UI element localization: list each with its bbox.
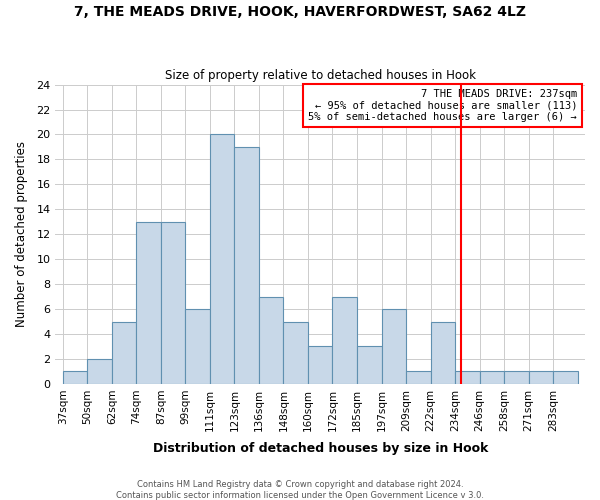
- Y-axis label: Number of detached properties: Number of detached properties: [15, 141, 28, 327]
- Bar: [332, 296, 357, 384]
- Bar: [455, 372, 479, 384]
- Bar: [382, 309, 406, 384]
- Bar: [553, 372, 578, 384]
- Bar: [504, 372, 529, 384]
- Bar: [308, 346, 332, 384]
- Bar: [431, 322, 455, 384]
- Bar: [259, 296, 283, 384]
- Bar: [63, 372, 88, 384]
- Bar: [235, 147, 259, 384]
- Bar: [479, 372, 504, 384]
- Text: 7, THE MEADS DRIVE, HOOK, HAVERFORDWEST, SA62 4LZ: 7, THE MEADS DRIVE, HOOK, HAVERFORDWEST,…: [74, 5, 526, 19]
- Bar: [406, 372, 431, 384]
- Bar: [283, 322, 308, 384]
- Bar: [529, 372, 553, 384]
- X-axis label: Distribution of detached houses by size in Hook: Distribution of detached houses by size …: [152, 442, 488, 455]
- Bar: [161, 222, 185, 384]
- Bar: [210, 134, 235, 384]
- Title: Size of property relative to detached houses in Hook: Size of property relative to detached ho…: [165, 69, 476, 82]
- Bar: [136, 222, 161, 384]
- Text: Contains HM Land Registry data © Crown copyright and database right 2024.
Contai: Contains HM Land Registry data © Crown c…: [116, 480, 484, 500]
- Text: 7 THE MEADS DRIVE: 237sqm
← 95% of detached houses are smaller (113)
5% of semi-: 7 THE MEADS DRIVE: 237sqm ← 95% of detac…: [308, 89, 577, 122]
- Bar: [88, 359, 112, 384]
- Bar: [357, 346, 382, 384]
- Bar: [112, 322, 136, 384]
- Bar: [185, 309, 210, 384]
